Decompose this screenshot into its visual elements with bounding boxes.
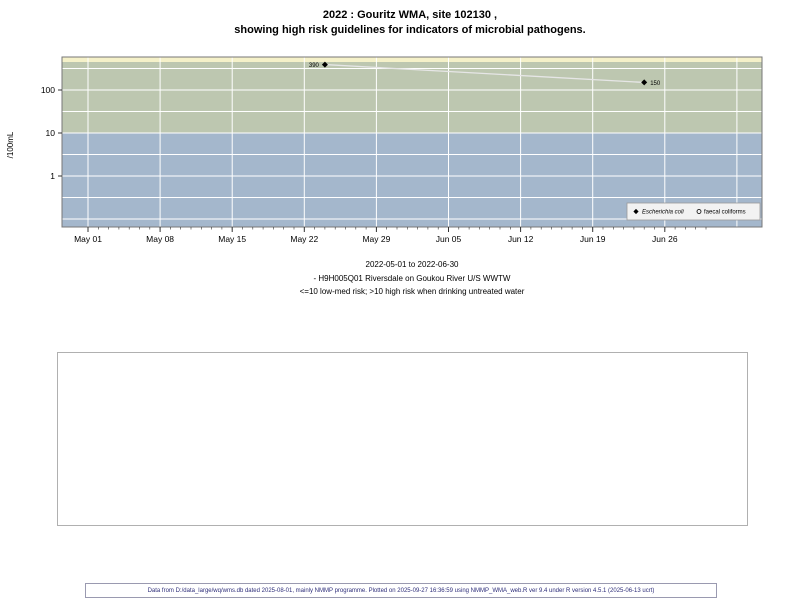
- legend-diamond-icon: [633, 208, 639, 215]
- chart-title: 2022 : Gouritz WMA, site 102130 , showin…: [30, 8, 790, 38]
- point-label: 150: [650, 81, 661, 87]
- series-line: [324, 63, 645, 84]
- x-tick-label: Jun 26: [652, 234, 678, 244]
- footer-note: Data from D:/data_large/wq/wms.db dated …: [147, 587, 655, 594]
- footer-box: Data from D:/data_large/wq/wms.db dated …: [85, 583, 717, 598]
- data-point-diamond: [321, 61, 328, 68]
- chart-title-line2: showing high risk guidelines for indicat…: [234, 24, 586, 36]
- caption-site-description: - H9H005Q01 Riversdale on Goukou River U…: [313, 273, 511, 283]
- legend-box: [626, 202, 761, 221]
- timeseries-chart: May 01 May 08 May 15 May 22 May 29 Jun 05 Jun …: [41, 56, 763, 244]
- x-tick-label: May 29: [362, 234, 390, 244]
- x-tick-label: Jun 05: [436, 234, 462, 244]
- caption-date-range: 2022-05-01 to 2022-06-30: [365, 260, 459, 269]
- high-risk-band: [62, 62, 762, 133]
- plot-border: [61, 56, 763, 228]
- x-tick-label: May 08: [146, 234, 174, 244]
- x-tick-label: May 01: [74, 234, 102, 244]
- x-tick-label: May 22: [290, 234, 318, 244]
- legend-circle-icon: [696, 209, 702, 214]
- legend-label-fc: faecal coliforms: [704, 210, 746, 216]
- legend-label-ecoli: Escherichia coli: [642, 210, 684, 216]
- x-tick-label: Jun 19: [580, 234, 606, 244]
- caption-risk-note: <=10 low-med risk; >10 high risk when dr…: [299, 287, 525, 296]
- data-point-diamond: [641, 79, 648, 86]
- y-tick-label: 10: [46, 128, 56, 138]
- chart-title-line1: 2022 : Gouritz WMA, site 102130 ,: [322, 9, 498, 21]
- y-tick-label: 100: [41, 85, 55, 95]
- x-tick-label: May 15: [218, 234, 246, 244]
- point-label: 390: [309, 63, 320, 69]
- y-axis-label: /100mL: [6, 131, 15, 159]
- y-tick-label: 1: [50, 171, 55, 181]
- x-tick-label: Jun 12: [508, 234, 534, 244]
- empty-panel: [57, 352, 748, 526]
- threshold-band-top: [62, 57, 762, 62]
- chart-caption: 2022-05-01 to 2022-06-30 - H9H005Q01 Riv…: [62, 258, 762, 299]
